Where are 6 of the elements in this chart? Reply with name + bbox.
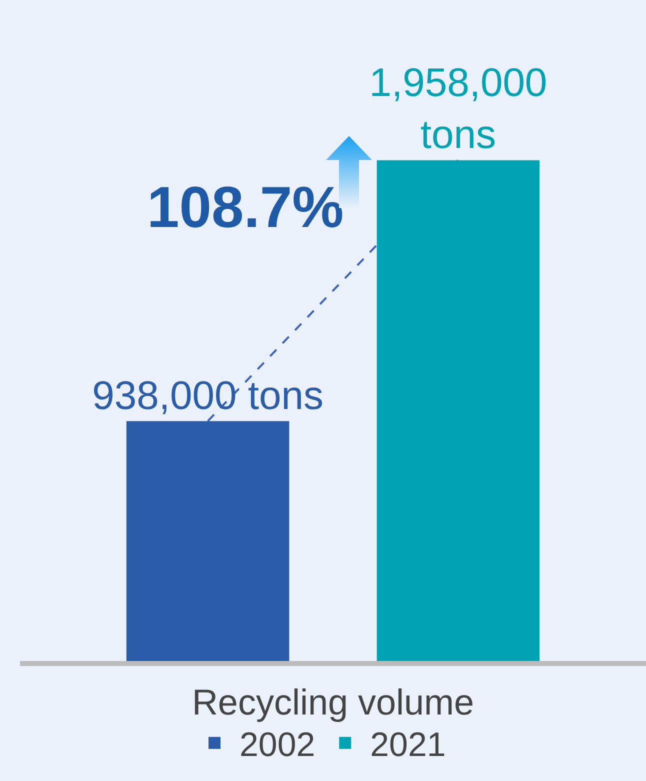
legend-title: Recycling volume	[192, 681, 474, 722]
legend-label: 2002	[240, 726, 316, 764]
annotation: 108.7%	[147, 175, 344, 240]
data-label: 1,958,000 tons	[369, 61, 548, 158]
data-label: 938,000 tons	[92, 374, 324, 418]
legend-label: 2021	[370, 726, 446, 764]
